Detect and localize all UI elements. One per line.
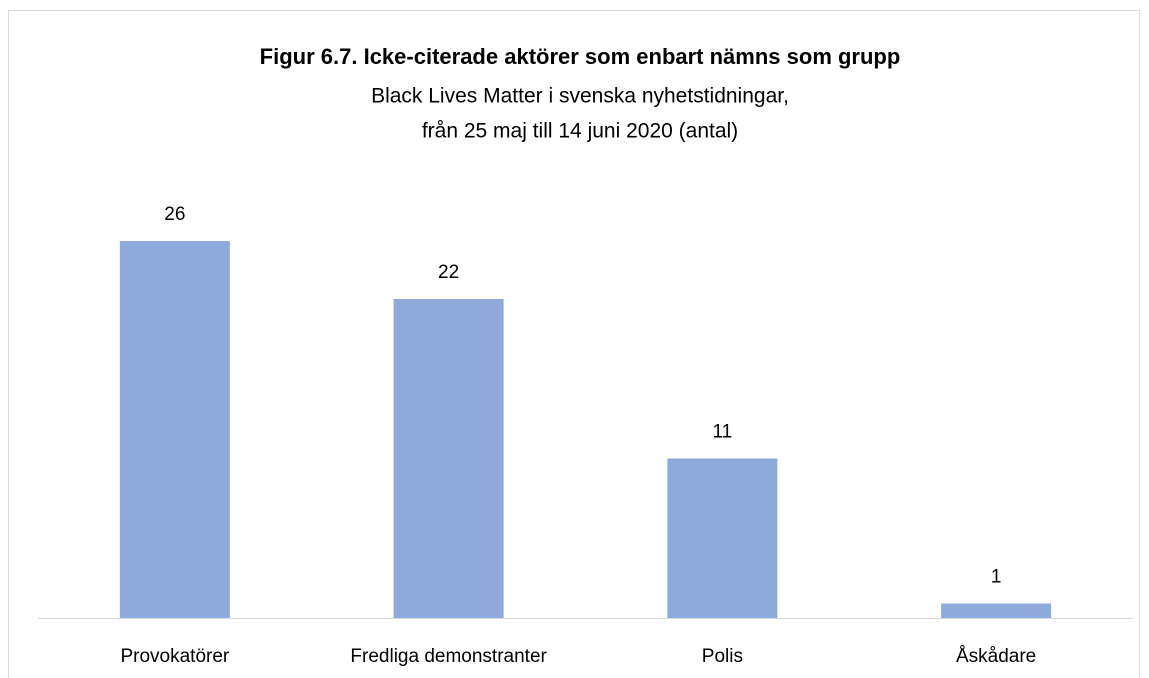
x-tick-label: Polis xyxy=(702,646,743,667)
x-tick-label: Åskådare xyxy=(956,646,1036,667)
chart-subtitle: Black Lives Matter i svenska nyhetstidni… xyxy=(371,85,789,108)
data-label: 11 xyxy=(713,422,733,443)
bar xyxy=(941,603,1052,618)
chart-subtitle: från 25 maj till 14 juni 2020 (antal) xyxy=(422,120,738,143)
data-label: 26 xyxy=(164,204,185,225)
x-tick-label: Fredliga demonstranter xyxy=(350,646,547,667)
chart-title: Figur 6.7. Icke-citerade aktörer som enb… xyxy=(260,44,901,69)
data-label: 22 xyxy=(438,262,459,283)
bar xyxy=(667,458,778,618)
x-tick-label: Provokatörer xyxy=(120,646,229,667)
bar xyxy=(119,241,230,618)
data-label: 1 xyxy=(991,567,1002,588)
bar xyxy=(393,299,504,618)
